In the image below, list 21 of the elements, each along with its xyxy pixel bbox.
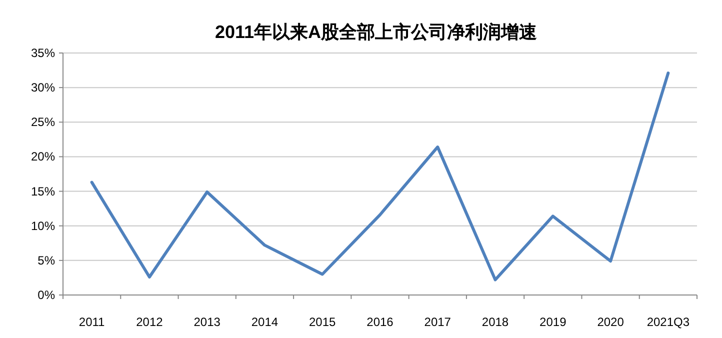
x-tick-label: 2018 bbox=[482, 315, 509, 329]
x-tick-label: 2019 bbox=[540, 315, 567, 329]
x-tick-label: 2017 bbox=[424, 315, 452, 329]
y-tick-label: 0% bbox=[38, 288, 56, 302]
y-tick-label: 35% bbox=[30, 46, 56, 60]
x-tick-label: 2021Q3 bbox=[646, 315, 690, 329]
x-tick-label: 2012 bbox=[136, 315, 164, 329]
y-tick-label: 20% bbox=[30, 150, 56, 164]
y-tick-label: 5% bbox=[38, 253, 56, 268]
x-tick-label: 2014 bbox=[251, 315, 278, 329]
y-tick-label: 30% bbox=[30, 80, 56, 95]
y-tick-label: 25% bbox=[30, 115, 56, 130]
y-tick-label: 10% bbox=[30, 218, 56, 233]
x-tick-label: 2020 bbox=[597, 315, 624, 329]
x-tick-label: 2015 bbox=[309, 315, 336, 329]
x-tick-label: 2013 bbox=[194, 315, 221, 329]
chart-title: 2011年以来A股全部上市公司净利润增速 bbox=[214, 22, 538, 42]
line-series bbox=[90, 72, 670, 282]
x-tick-label: 2016 bbox=[366, 315, 394, 329]
y-tick-label: 15% bbox=[30, 184, 56, 198]
x-tick-label: 2011 bbox=[78, 315, 106, 329]
